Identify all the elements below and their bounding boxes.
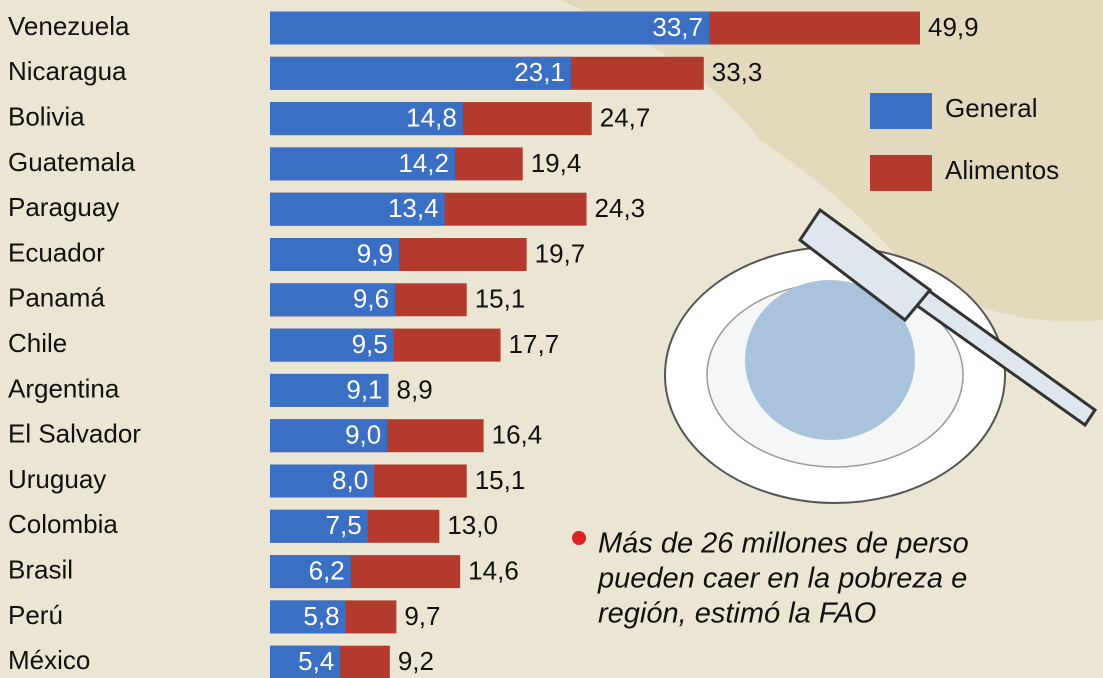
value-label: 19,4: [531, 148, 582, 178]
bar: [270, 238, 399, 271]
value-label: 19,7: [535, 238, 586, 268]
bar: [270, 509, 368, 543]
value-label: 14,2: [398, 148, 449, 178]
bar: [270, 419, 388, 453]
category-label: Venezuela: [8, 11, 130, 41]
value-label: 15,1: [475, 284, 526, 314]
category-label: Argentina: [8, 373, 120, 403]
value-label: 13,4: [388, 193, 439, 223]
value-label: 33,3: [712, 57, 763, 87]
category-label: Perú: [8, 600, 63, 630]
bar: [270, 56, 571, 90]
legend-swatch: [870, 93, 932, 129]
value-label: 17,7: [509, 329, 560, 359]
bar: [270, 373, 389, 407]
legend-label: General: [945, 93, 1038, 123]
bar: [270, 11, 709, 45]
map-shape: [560, 0, 1103, 322]
value-label: 9,6: [353, 284, 389, 314]
category-label: Nicaragua: [8, 56, 127, 86]
value-label: 9,5: [352, 329, 388, 359]
bar: [270, 147, 455, 181]
bar: [270, 283, 396, 317]
value-label: 16,4: [492, 420, 543, 450]
legend-label: Alimentos: [945, 155, 1059, 185]
value-label: 15,1: [475, 465, 526, 495]
value-label: 9,0: [345, 420, 381, 450]
category-label: México: [8, 645, 90, 675]
value-label: 9,1: [346, 374, 382, 404]
bar: [270, 555, 351, 589]
value-label: 7,5: [326, 510, 362, 540]
bar: [270, 464, 375, 498]
value-label: 8,0: [332, 465, 368, 495]
category-label: Paraguay: [8, 192, 119, 222]
category-label: Uruguay: [8, 464, 106, 494]
value-label: 5,4: [298, 646, 334, 676]
bar: [270, 102, 463, 136]
category-label: Chile: [8, 328, 67, 358]
category-label: Bolivia: [8, 101, 85, 131]
bullet: [572, 531, 586, 545]
category-label: Brasil: [8, 554, 73, 584]
value-label: 23,1: [514, 57, 565, 87]
bar: [270, 328, 394, 362]
bar: [270, 645, 341, 678]
category-label: Colombia: [8, 509, 118, 539]
annotation: región, estimó la FAO: [598, 598, 876, 630]
value-label: 5,8: [303, 601, 339, 631]
value-label: 14,8: [406, 102, 457, 132]
value-label: 8,9: [397, 374, 433, 404]
value-label: 6,2: [309, 555, 345, 585]
value-label: 24,7: [600, 102, 651, 132]
annotation: pueden caer en la pobreza e: [597, 563, 967, 595]
value-label: 24,3: [595, 193, 646, 223]
value-label: 9,9: [357, 238, 393, 268]
category-label: Ecuador: [8, 237, 105, 267]
bar: [270, 192, 445, 226]
category-label: El Salvador: [8, 419, 141, 449]
plate-illustration: [664, 207, 1098, 504]
value-label: 14,6: [468, 555, 519, 585]
value-label: 9,7: [404, 601, 440, 631]
value-label: 49,9: [928, 12, 979, 42]
value-label: 13,0: [447, 510, 498, 540]
legend-swatch: [870, 155, 932, 191]
value-label: 33,7: [652, 12, 703, 42]
bar: [270, 600, 346, 634]
category-label: Panamá: [8, 283, 105, 313]
annotation: Más de 26 millones de perso: [598, 528, 969, 560]
value-label: 9,2: [398, 646, 434, 676]
category-label: Guatemala: [8, 147, 136, 177]
